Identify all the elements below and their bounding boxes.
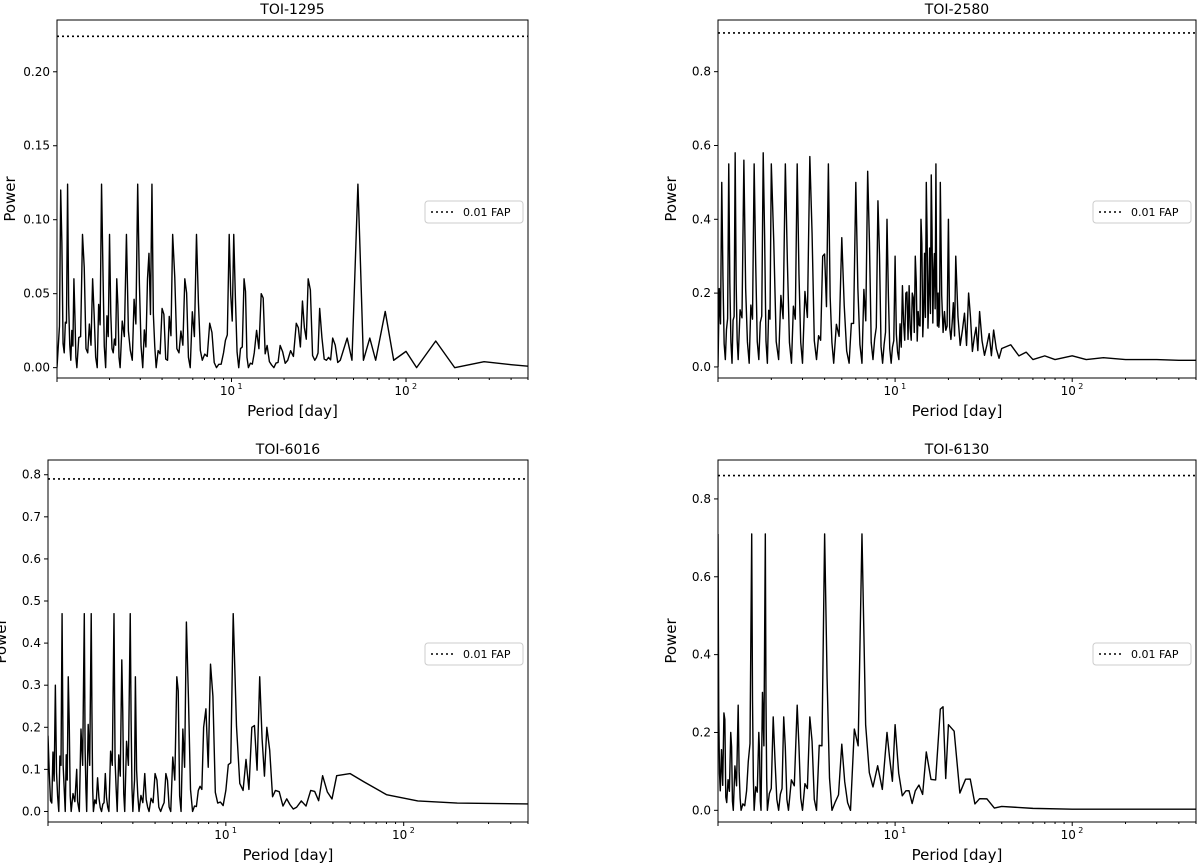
x-tick-label: 10 (214, 828, 229, 842)
legend-box (424, 642, 524, 666)
chart-title: TOI-1295 (259, 2, 324, 18)
x-tick-exponent: 1 (901, 826, 906, 835)
y-tick-label: 0.10 (23, 213, 50, 227)
y-tick-label: 0.7 (22, 510, 41, 524)
y-axis-label: Power (1, 175, 19, 221)
x-tick-label: 10 (220, 384, 235, 398)
y-tick-label: 0.4 (692, 212, 711, 226)
x-tick-label: 10 (1061, 384, 1076, 398)
y-tick-label: 0.2 (692, 286, 711, 300)
y-axis-label: Power (662, 617, 680, 663)
power-line (48, 612, 528, 813)
legend-box (1092, 200, 1192, 224)
x-axis-label: Period [day] (247, 402, 338, 420)
x-tick-exponent: 2 (410, 826, 415, 835)
x-tick-label: 10 (394, 384, 409, 398)
x-tick-exponent: 1 (901, 382, 906, 391)
y-tick-label: 0.8 (22, 468, 41, 482)
y-tick-label: 0.00 (23, 361, 50, 375)
y-tick-label: 0.2 (22, 720, 41, 734)
chart-title: TOI-2580 (924, 2, 989, 18)
legend-fap-label: 0.01 FAP (1131, 648, 1179, 661)
y-tick-label: 0.2 (692, 725, 711, 739)
chart-title: TOI-6016 (255, 442, 320, 458)
y-tick-label: 0.6 (692, 138, 711, 152)
axes-frame (717, 459, 1197, 823)
y-tick-label: 0.6 (692, 570, 711, 584)
axes-frame (56, 19, 529, 379)
y-axis-label: Power (662, 175, 680, 221)
x-tick-exponent: 1 (232, 826, 237, 835)
x-tick-label: 10 (883, 828, 898, 842)
y-axis-label: Power (0, 617, 10, 663)
axes-frame (717, 19, 1197, 379)
y-tick-label: 0.05 (23, 287, 50, 301)
y-tick-label: 0.15 (23, 139, 50, 153)
axes-frame (47, 459, 529, 823)
y-tick-label: 0.0 (692, 360, 711, 374)
x-tick-label: 10 (392, 828, 407, 842)
y-tick-label: 0.4 (22, 636, 41, 650)
legend-fap-label: 0.01 FAP (463, 648, 511, 661)
power-line (718, 533, 1196, 812)
x-tick-exponent: 2 (1078, 382, 1083, 391)
legend-box (424, 200, 524, 224)
x-axis-label: Period [day] (912, 846, 1003, 863)
y-tick-label: 0.20 (23, 65, 50, 79)
x-tick-label: 10 (1061, 828, 1076, 842)
y-tick-label: 0.1 (22, 762, 41, 776)
chart-title: TOI-6130 (924, 442, 989, 458)
legend-fap-label: 0.01 FAP (463, 206, 511, 219)
x-tick-exponent: 2 (1078, 826, 1083, 835)
y-tick-label: 0.8 (692, 65, 711, 79)
y-tick-label: 0.5 (22, 594, 41, 608)
x-axis-label: Period [day] (243, 846, 334, 863)
y-tick-label: 0.3 (22, 678, 41, 692)
y-tick-label: 0.6 (22, 552, 41, 566)
x-tick-exponent: 1 (238, 382, 243, 391)
y-tick-label: 0.8 (692, 492, 711, 506)
legend-box (1092, 642, 1192, 666)
y-tick-label: 0.0 (692, 803, 711, 817)
x-tick-exponent: 2 (412, 382, 417, 391)
x-axis-label: Period [day] (912, 402, 1003, 420)
y-tick-label: 0.4 (692, 648, 711, 662)
power-line (57, 183, 528, 369)
legend-fap-label: 0.01 FAP (1131, 206, 1179, 219)
power-line (718, 152, 1196, 367)
x-tick-label: 10 (883, 384, 898, 398)
y-tick-label: 0.0 (22, 804, 41, 818)
